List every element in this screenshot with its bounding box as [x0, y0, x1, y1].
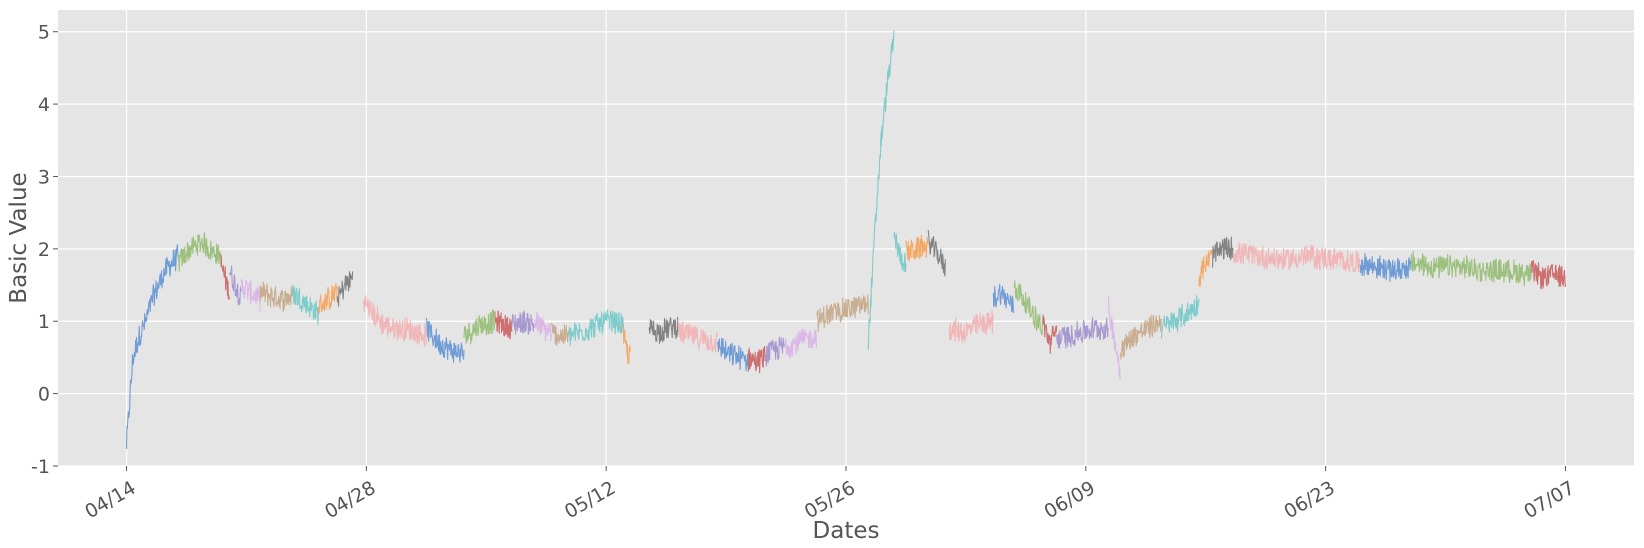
series-segment-20 — [716, 337, 749, 372]
series-segment-26 — [893, 231, 907, 273]
series-segment-37 — [1198, 249, 1214, 287]
x-tick-label: 04/28 — [321, 477, 379, 523]
series-segment-11 — [463, 309, 496, 345]
y-tick-label: -1 — [31, 456, 50, 478]
x-tick-label: 04/14 — [81, 477, 139, 523]
series-segment-17 — [622, 323, 631, 364]
x-tick-label: 06/23 — [1280, 477, 1338, 523]
series-segment-6 — [292, 284, 319, 326]
series-segment-22 — [764, 336, 785, 367]
series-segment-29 — [948, 309, 994, 343]
series-segment-41 — [1410, 251, 1532, 287]
y-tick-label: 5 — [38, 22, 50, 44]
series-segment-23 — [783, 328, 818, 359]
series-segment-15 — [550, 322, 570, 346]
series-segment-34 — [1107, 295, 1121, 381]
series-segment-42 — [1530, 260, 1567, 290]
series-segment-5 — [259, 281, 294, 312]
series-segment-13 — [511, 310, 535, 335]
y-axis-ticks: -1 0 1 2 3 4 5 — [31, 22, 58, 478]
series-segment-9 — [362, 295, 427, 347]
series-segment-19 — [677, 319, 719, 354]
series-segment-7 — [317, 283, 338, 314]
series-segment-28 — [927, 230, 946, 277]
series-segment-8 — [336, 271, 354, 307]
y-tick-label: 3 — [38, 166, 50, 188]
x-tick-label: 05/26 — [801, 477, 859, 523]
x-axis-ticks: 04/14 04/28 05/12 05/26 06/09 06/23 07/07 — [81, 466, 1579, 523]
series-segment-40 — [1359, 252, 1412, 282]
series-segment-39 — [1232, 241, 1361, 273]
series-segment-33 — [1056, 317, 1109, 349]
y-tick-label: 1 — [38, 311, 50, 333]
y-tick-label: 4 — [38, 94, 50, 116]
series-segment-12 — [494, 310, 513, 340]
y-tick-label: 2 — [38, 239, 50, 261]
series-segment-3 — [228, 265, 242, 306]
series-segment-32 — [1042, 314, 1058, 354]
y-axis-title: Basic Value — [6, 172, 32, 303]
x-axis-title: Dates — [813, 518, 880, 544]
series-segment-1 — [177, 232, 222, 272]
series-segment-16 — [567, 309, 624, 347]
data-series — [125, 30, 1567, 449]
series-segment-27 — [905, 234, 929, 262]
series-segment-2 — [220, 254, 230, 300]
series-segment-21 — [747, 345, 767, 374]
series-segment-24 — [816, 294, 869, 332]
x-tick-label: 06/09 — [1041, 477, 1099, 523]
grid-lines — [58, 10, 1634, 467]
series-segment-38 — [1212, 236, 1234, 268]
series-segment-31 — [1013, 280, 1044, 336]
series-segment-14 — [533, 311, 552, 342]
series-segment-25 — [867, 30, 895, 350]
series-segment-0 — [125, 244, 179, 449]
y-tick-label: 0 — [38, 384, 50, 406]
series-segment-4 — [240, 279, 261, 312]
series-segment-30 — [992, 283, 1015, 314]
series-segment-36 — [1160, 294, 1200, 339]
x-tick-label: 07/07 — [1520, 477, 1578, 523]
series-segment-10 — [425, 317, 465, 363]
x-tick-label: 05/12 — [561, 477, 619, 523]
series-segment-35 — [1119, 314, 1162, 360]
series-segment-18 — [648, 316, 679, 344]
